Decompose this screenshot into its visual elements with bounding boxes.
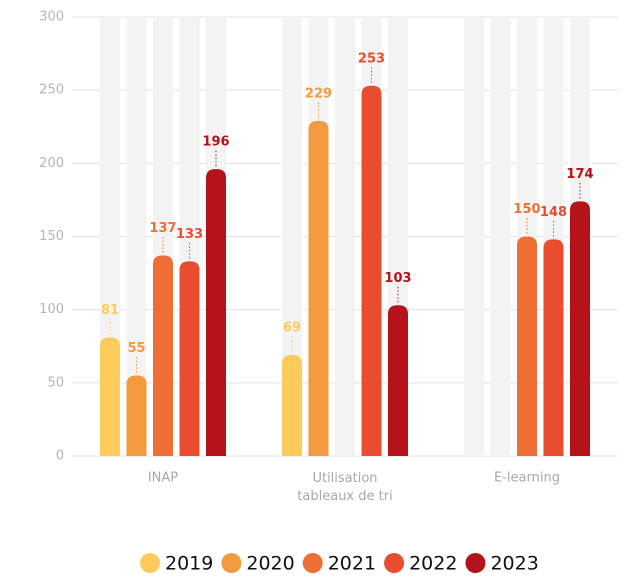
bar: [543, 239, 564, 456]
bar: [179, 261, 200, 456]
value-label: 103: [384, 271, 411, 286]
background-bar: [490, 17, 511, 456]
bar: [126, 375, 147, 456]
legend-swatch: [140, 553, 160, 573]
background-bar: [126, 17, 147, 456]
value-label: 81: [101, 303, 119, 318]
x-tick-label: INAP: [148, 471, 178, 486]
y-tick-label: 200: [39, 156, 64, 171]
x-tick-label-line: Utilisation: [312, 471, 377, 486]
x-tick-label: E-learning: [494, 471, 560, 486]
bar: [206, 169, 226, 457]
y-tick-label: 50: [47, 375, 64, 390]
background-bar: [464, 17, 484, 456]
y-tick-label: 100: [39, 302, 64, 317]
value-label: 174: [566, 167, 593, 182]
legend-swatch: [384, 553, 405, 573]
bar: [361, 85, 382, 456]
bar: [100, 337, 120, 456]
bar: [308, 120, 329, 456]
value-label: 137: [149, 221, 176, 236]
x-tick-label: Utilisation tableaux de tri: [297, 471, 392, 504]
background-bar: [335, 17, 355, 456]
background-bar: [282, 17, 302, 456]
bar: [517, 236, 537, 456]
legend-label: 2021: [328, 553, 376, 575]
bar: [153, 255, 173, 456]
value-label: 55: [127, 341, 145, 356]
y-tick-label: 300: [39, 10, 64, 25]
legend-label: 2020: [246, 553, 294, 575]
legend-label: 2023: [490, 553, 538, 575]
legend-swatch: [221, 553, 242, 573]
x-tick-label-line: tableaux de tri: [297, 489, 392, 504]
legend-label: 2019: [165, 553, 213, 575]
legend-swatch: [302, 553, 323, 573]
value-label: 196: [202, 135, 229, 150]
value-label: 253: [358, 51, 385, 66]
value-label: 148: [540, 205, 567, 220]
bar: [282, 355, 302, 456]
legend-label: 2022: [409, 553, 457, 575]
value-label: 69: [283, 321, 301, 336]
bar: [388, 305, 408, 456]
value-label: 150: [513, 202, 540, 217]
value-label: 133: [176, 227, 203, 242]
y-tick-label: 0: [56, 449, 64, 464]
y-tick-label: 150: [39, 229, 64, 244]
bar: [570, 201, 590, 456]
y-tick-label: 250: [39, 83, 64, 98]
legend-swatch: [465, 553, 486, 573]
value-label: 229: [305, 86, 332, 101]
